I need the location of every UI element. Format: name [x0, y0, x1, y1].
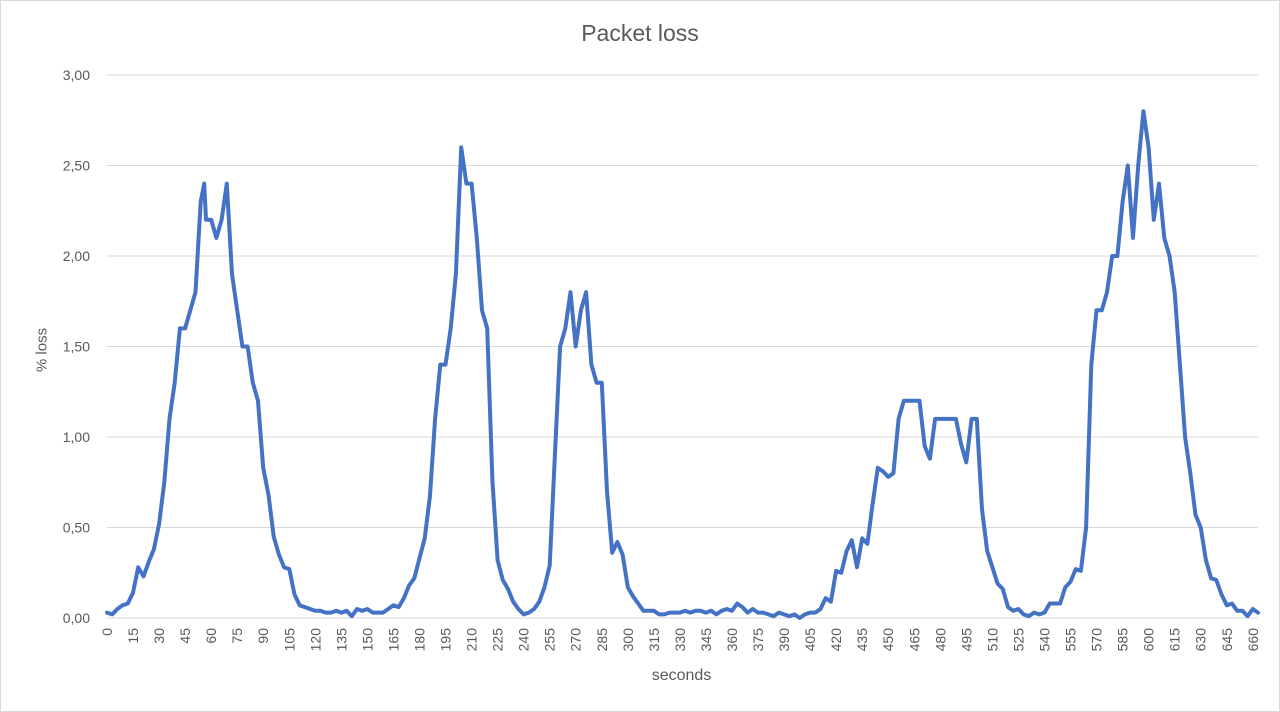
x-tick-label: 525 [1010, 628, 1026, 652]
x-tick-label: 555 [1063, 628, 1079, 652]
x-tick-label: 300 [620, 628, 636, 652]
x-tick-label: 135 [333, 628, 349, 652]
x-tick-label: 600 [1141, 628, 1157, 652]
x-tick-label: 540 [1036, 628, 1052, 652]
x-tick-label: 75 [229, 628, 245, 644]
y-tick-label: 2,00 [63, 248, 90, 264]
x-tick-label: 90 [255, 628, 271, 644]
y-tick-label: 0,50 [63, 520, 90, 536]
x-tick-label: 45 [177, 628, 193, 644]
x-tick-label: 30 [151, 628, 167, 644]
x-tick-label: 0 [99, 628, 115, 636]
x-tick-label: 195 [438, 628, 454, 652]
x-tick-label: 360 [724, 628, 740, 652]
x-tick-label: 630 [1193, 628, 1209, 652]
x-tick-label: 570 [1089, 628, 1105, 652]
x-tick-label: 225 [490, 628, 506, 652]
x-tick-label: 615 [1167, 628, 1183, 652]
chart-title: Packet loss [581, 20, 699, 46]
x-tick-label: 165 [385, 628, 401, 652]
x-tick-label: 405 [802, 628, 818, 652]
x-tick-label: 60 [203, 628, 219, 644]
x-tick-label: 120 [307, 628, 323, 652]
x-tick-label: 375 [750, 628, 766, 652]
x-tick-label: 495 [958, 628, 974, 652]
x-tick-label: 585 [1115, 628, 1131, 652]
x-tick-label: 150 [359, 628, 375, 652]
y-tick-label: 1,00 [63, 429, 90, 445]
x-tick-label: 465 [906, 628, 922, 652]
y-tick-label: 3,00 [63, 67, 90, 83]
x-tick-label: 345 [698, 628, 714, 652]
x-tick-label: 15 [125, 628, 141, 644]
x-tick-label: 105 [281, 628, 297, 652]
x-tick-label: 510 [984, 628, 1000, 652]
x-axis-label: seconds [651, 667, 712, 684]
x-tick-label: 270 [568, 628, 584, 652]
x-tick-label: 330 [672, 628, 688, 652]
x-tick-label: 285 [594, 628, 610, 652]
x-tick-label: 450 [880, 628, 896, 652]
x-tick-label: 435 [854, 628, 870, 652]
x-tick-label: 255 [542, 628, 558, 652]
y-tick-label: 0,00 [63, 610, 90, 626]
x-tick-labels: 0 15 30 45 60 75 90 105 120 135 150 165 180 195 210 225… [99, 628, 1261, 652]
y-tick-label: 1,50 [63, 339, 90, 355]
data-points [106, 111, 1259, 619]
x-tick-label: 660 [1245, 628, 1261, 652]
series-line [105, 109, 1260, 620]
x-tick-label: 645 [1219, 628, 1235, 652]
x-tick-label: 390 [776, 628, 792, 652]
y-tick-labels: 0,00 0,50 1,00 1,50 2,00 2,50 3,00 [63, 67, 90, 626]
x-tick-label: 240 [516, 628, 532, 652]
x-tick-label: 315 [646, 628, 662, 652]
x-tick-label: 180 [411, 628, 427, 652]
x-tick-label: 210 [464, 628, 480, 652]
x-tick-label: 420 [828, 628, 844, 652]
x-tick-label: 480 [932, 628, 948, 652]
y-tick-label: 2,50 [63, 158, 90, 174]
gridlines [107, 74, 1258, 619]
